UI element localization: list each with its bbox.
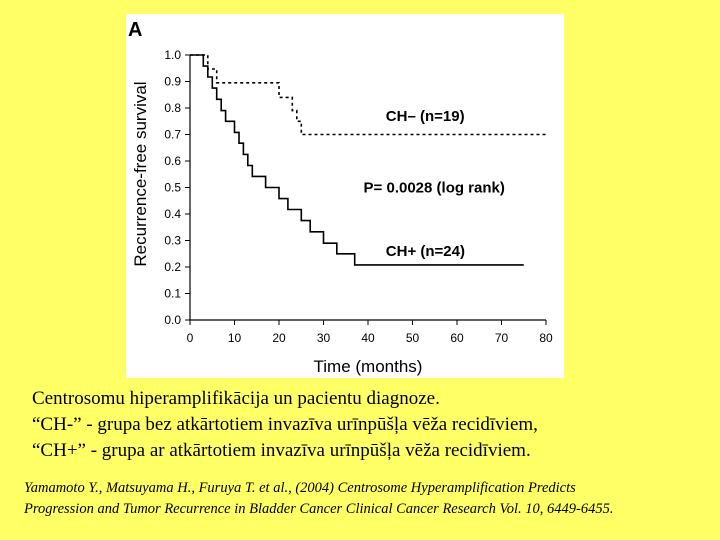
panel-label: A [128, 19, 142, 41]
series-ch-plus-line [190, 54, 524, 266]
series-ch-minus-line [190, 54, 546, 136]
chart-annotation: P= 0.0028 (log rank) [364, 180, 505, 197]
x-tick-label: 40 [361, 331, 375, 345]
y-tick-label: 0.7 [164, 128, 181, 142]
x-tick-label: 50 [406, 331, 420, 345]
chart-annotation: CH– (n=19) [386, 108, 465, 125]
x-tick-label: 80 [539, 331, 553, 345]
citation: Yamamoto Y., Matsuyama H., Furuya T. et … [24, 478, 714, 520]
caption-line-2: “CH-” - grupa bez atkārtotiem invazīva u… [32, 414, 538, 435]
survival-chart: A 0 10 20 30 40 50 60 70 80 0.0 0.1 0.2 0.3 0.4 0.5 0.6… [128, 19, 553, 376]
y-tick-label: 1.0 [164, 48, 181, 62]
figure-caption: Centrosomu hiperamplifikācija un pacient… [32, 386, 712, 464]
x-tick-label: 30 [317, 331, 331, 345]
caption-line-1: Centrosomu hiperamplifikācija un pacient… [32, 388, 440, 409]
y-tick-label: 0.4 [164, 207, 181, 221]
citation-line-1: Yamamoto Y., Matsuyama H., Furuya T. et … [24, 480, 576, 496]
x-tick-label: 0 [187, 331, 194, 345]
y-tick-label: 0.3 [164, 234, 181, 248]
x-tick-label: 10 [228, 331, 242, 345]
x-tick-label: 60 [450, 331, 464, 345]
y-tick-label: 0.1 [164, 287, 181, 301]
y-tick-label: 0.2 [164, 260, 181, 274]
y-tick-label: 0.0 [164, 313, 181, 327]
y-tick-label: 0.5 [164, 181, 181, 195]
survival-figure: A 0 10 20 30 40 50 60 70 80 0.0 0.1 0.2 0.3 0.4 0.5 0.6… [126, 14, 564, 378]
x-tick-label: 20 [272, 331, 286, 345]
x-axis-title: Time (months) [314, 357, 423, 376]
y-axis-title: Recurrence-free survival [131, 81, 150, 266]
y-tick-label: 0.9 [164, 75, 181, 89]
y-tick-label: 0.8 [164, 101, 181, 115]
y-tick-label: 0.6 [164, 154, 181, 168]
x-tick-label: 70 [495, 331, 509, 345]
citation-line-2: Progression and Tumor Recurrence in Blad… [24, 501, 614, 517]
chart-annotation: CH+ (n=24) [386, 243, 465, 260]
caption-line-3: “CH+” - grupa ar atkārtotiem invazīva ur… [32, 440, 531, 461]
